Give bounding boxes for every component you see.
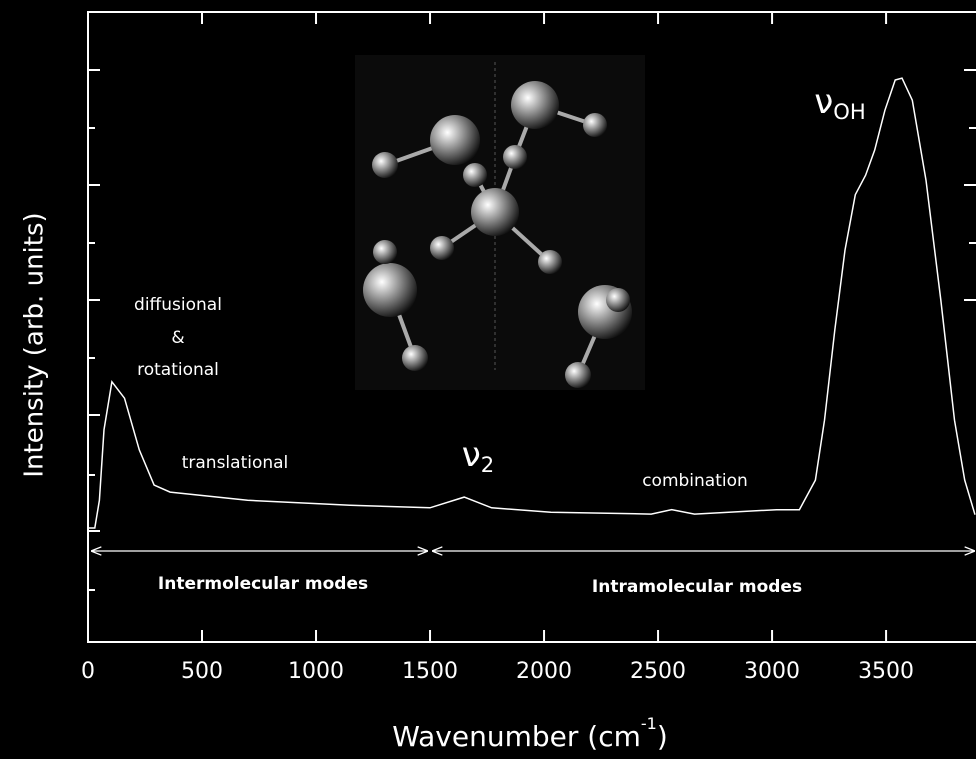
annotation: Intermolecular modes	[158, 574, 368, 594]
annotation-text: &	[171, 328, 184, 348]
x-tick-label: 0	[81, 659, 95, 684]
annotation: Intramolecular modes	[592, 577, 802, 597]
x-label-suffix: )	[657, 720, 668, 753]
annotation: ν2	[462, 435, 494, 478]
annotation-text: Intermolecular modes	[158, 574, 368, 594]
annotation: combination	[642, 471, 748, 491]
annotation-text: rotational	[137, 360, 219, 380]
plot-frame	[87, 11, 976, 643]
annotation-text: translational	[182, 453, 289, 473]
y-tick-marks	[88, 69, 976, 591]
annotation-subscript: 2	[481, 452, 494, 477]
x-tick-label: 3500	[858, 659, 914, 684]
x-label-superscript: -1	[641, 714, 657, 733]
annotation: translational	[182, 453, 289, 473]
x-label-text: Wavenumber (cm	[392, 720, 641, 753]
annotation-text: combination	[642, 471, 748, 491]
x-tick-label: 2500	[630, 659, 686, 684]
y-axis-label: Intensity (arb. units)	[20, 212, 50, 477]
annotation: rotational	[137, 360, 219, 380]
x-tick-label: 1500	[402, 659, 458, 684]
spectrum-line	[88, 77, 976, 529]
annotation-text: ν	[462, 435, 481, 475]
annotation: &	[171, 328, 184, 348]
x-tick-label: 2000	[516, 659, 572, 684]
annotation: νOH	[814, 82, 865, 125]
x-tick-label: 1000	[288, 659, 344, 684]
molecule-inset	[355, 55, 645, 390]
x-tick-label: 500	[181, 659, 223, 684]
annotation-subscript: OH	[833, 99, 865, 124]
annotation-text: ν	[814, 82, 833, 122]
annotation: diffusional	[134, 295, 222, 315]
x-axis-label: Wavenumber (cm-1)	[392, 714, 668, 754]
annotation-text: diffusional	[134, 295, 222, 315]
x-tick-label: 3000	[744, 659, 800, 684]
annotation-text: Intramolecular modes	[592, 577, 802, 597]
